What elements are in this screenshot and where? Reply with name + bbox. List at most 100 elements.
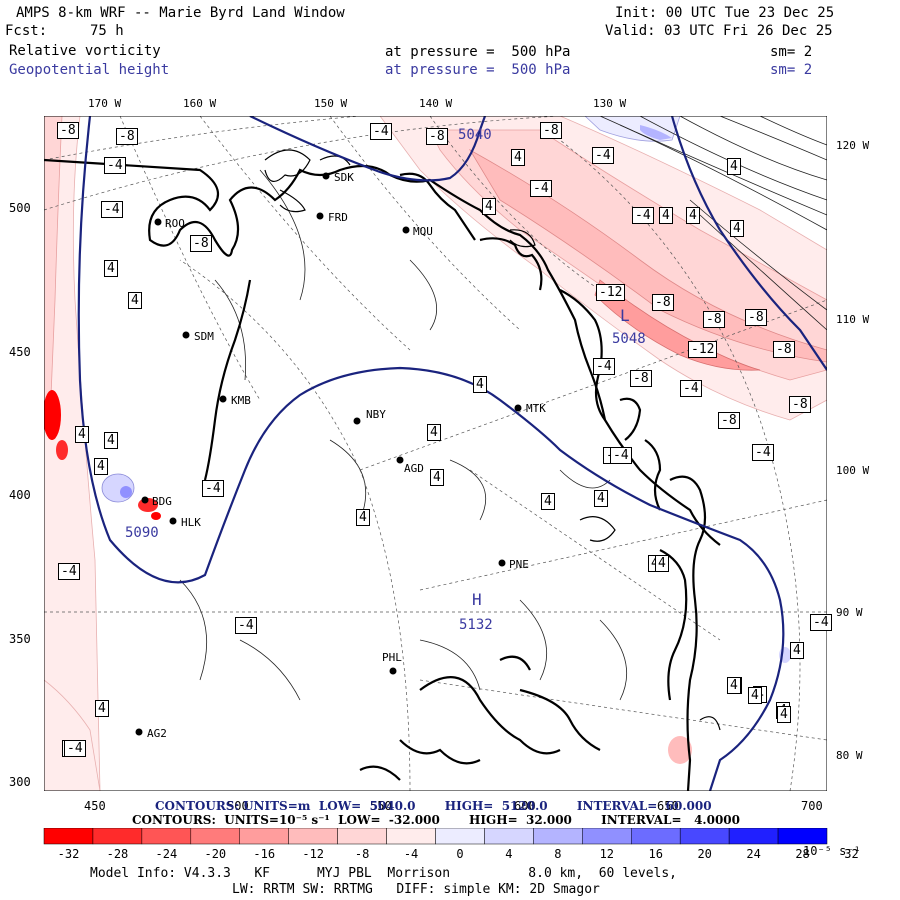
field1-level: at pressure = 500 hPa [385, 44, 571, 60]
station-dot-mqu [402, 226, 410, 234]
lon-label-top: 170 W [88, 97, 122, 110]
grid-x-label: 600 [514, 799, 536, 813]
vorticity-contour-info: CONTOURS: UNITS=10⁻⁵ s⁻¹ LOW= -32.000 HI… [132, 813, 740, 827]
vorticity-value-label: -8 [745, 309, 767, 326]
lon-label-top: 150 W [314, 97, 348, 110]
grid-y-label: 500 [9, 201, 31, 215]
coastline-detail [264, 149, 721, 731]
valid-time: Valid: 03 UTC Fri 26 Dec 25 [605, 23, 833, 39]
colorbar-swatch [777, 828, 828, 845]
station-dot-nby [353, 417, 361, 425]
vorticity-value-label: 4 [594, 490, 608, 507]
colorbar-swatch [484, 828, 534, 845]
vorticity-value-label: -4 [680, 380, 702, 397]
field2-smoothing: sm= 2 [770, 62, 813, 78]
station-label-kmb: KMB [231, 394, 251, 407]
vorticity-value-label: 4 [128, 292, 142, 309]
height-contours [77, 116, 827, 791]
station-dot-sdk [322, 172, 330, 180]
lon-label-top: 140 W [419, 97, 453, 110]
station-label-phl: PHL [382, 651, 402, 664]
grid-x-label: 550 [370, 799, 392, 813]
vorticity-value-label: 4 [430, 469, 444, 486]
station-label-sdm: SDM [194, 330, 214, 343]
station-dot-sdm [182, 331, 190, 339]
station-label-mtk: MTK [526, 402, 546, 415]
colorbar-tick-label: 4 [505, 847, 513, 861]
vorticity-value-label: -8 [190, 235, 212, 252]
colorbar-tick-label: -4 [403, 847, 419, 861]
vorticity-value-label: 4 [95, 700, 109, 717]
colorbar-swatch [679, 828, 730, 845]
vorticity-fill-negative-patch [44, 679, 101, 791]
colorbar-swatch [288, 828, 338, 845]
vorticity-max-negative [151, 512, 161, 520]
vorticity-value-label: -8 [718, 412, 740, 429]
station-dot-phl [389, 667, 397, 675]
vorticity-fill-negative-west [44, 116, 101, 791]
vorticity-max-negative [56, 440, 68, 460]
field1-smoothing: sm= 2 [770, 44, 813, 60]
grid-x-label: 700 [801, 799, 823, 813]
vorticity-value-label: 4 [511, 149, 525, 166]
colorbar-tick-label: 16 [648, 847, 663, 861]
vorticity-value-label: 4 [659, 207, 673, 224]
vorticity-value-label: -4 [202, 480, 224, 497]
vorticity-value-label: -8 [652, 294, 674, 311]
station-dot-frd [316, 212, 324, 220]
vorticity-value-label: 4 [473, 376, 487, 393]
model-info-line-1: Model Info: V4.3.3 KF MYJ PBL Morrison 8… [90, 866, 677, 881]
vorticity-value-label: -8 [426, 128, 448, 145]
grid-x-label: 500 [227, 799, 249, 813]
vorticity-value-label: 4 [104, 432, 118, 449]
lon-label-top: 130 W [593, 97, 627, 110]
colorbar-swatch [631, 828, 681, 845]
station-dot-pne [498, 559, 506, 567]
field2-name: Geopotential height [9, 62, 170, 78]
vorticity-value-label: -4 [101, 201, 123, 218]
colorbar-swatch [728, 828, 779, 845]
station-markers [135, 172, 522, 736]
vorticity-value-label: 4 [730, 220, 744, 237]
colorbar [43, 828, 828, 845]
vorticity-value-label: 4 [356, 509, 370, 526]
station-label-roo: ROO [165, 217, 185, 230]
field1-name: Relative vorticity [9, 43, 161, 59]
colorbar-tick-label: 24 [746, 847, 761, 861]
vorticity-value-label: -8 [773, 341, 795, 358]
station-dot-roo [154, 218, 162, 226]
vorticity-fill-negative-patch [668, 736, 692, 764]
vorticity-value-label: 4 [75, 426, 89, 443]
station-dot-ag2 [135, 728, 143, 736]
vorticity-value-label: -8 [789, 396, 811, 413]
station-label-frd: FRD [328, 211, 348, 224]
vorticity-value-label: -4 [235, 617, 257, 634]
station-dot-bdg [141, 496, 149, 504]
vorticity-value-label: 4 [104, 260, 118, 277]
forecast-hour: 75 h [90, 23, 124, 39]
grid-y-label: 400 [9, 488, 31, 502]
colorbar-tick-label: -20 [204, 847, 227, 861]
vorticity-value-label: -4 [592, 147, 614, 164]
map-grid [44, 116, 827, 791]
vorticity-value-label: 4 [482, 198, 496, 215]
vorticity-value-label: -8 [57, 122, 79, 139]
vorticity-value-label: -4 [530, 180, 552, 197]
lon-label-right: 80 W [836, 749, 863, 762]
height-label: 5090 [125, 525, 159, 541]
vorticity-value-label: 4 [727, 677, 741, 694]
vorticity-value-label: 4 [727, 158, 741, 175]
colorbar-swatch [239, 828, 289, 845]
vorticity-value-label: 4 [427, 424, 441, 441]
low-marker: L [620, 306, 630, 325]
vorticity-value-label: 4 [790, 642, 804, 659]
colorbar-swatch [141, 828, 192, 845]
vorticity-value-label: -4 [810, 614, 832, 631]
vorticity-value-label: -4 [64, 740, 86, 757]
vorticity-value-label: 4 [777, 706, 791, 723]
colorbar-swatch [337, 828, 387, 845]
lon-label-right: 90 W [836, 606, 863, 619]
vorticity-value-label: -4 [610, 447, 632, 464]
station-label-agd: AGD [404, 462, 424, 475]
high-marker: H [472, 590, 482, 609]
